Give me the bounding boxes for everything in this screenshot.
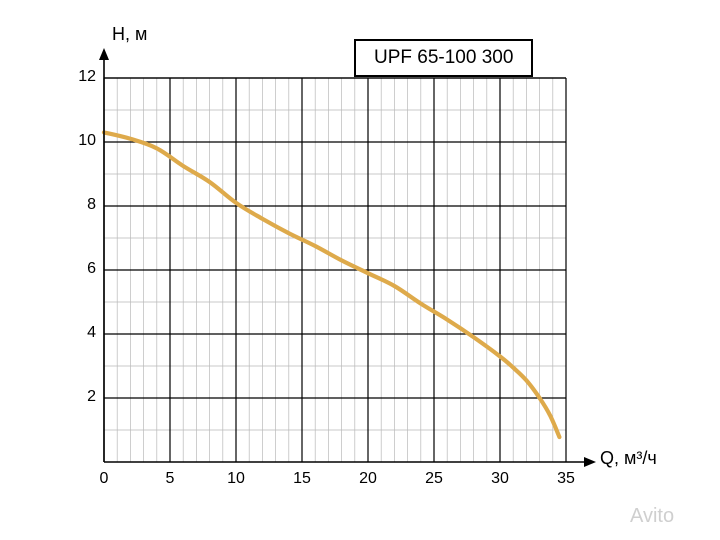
y-tick-label: 6 xyxy=(66,260,96,278)
legend-box: UPF 65-100 300 xyxy=(354,39,533,77)
x-tick-label: 5 xyxy=(155,470,185,488)
pump-curve xyxy=(104,132,559,437)
y-axis-title: H, м xyxy=(112,24,147,45)
y-tick-label: 4 xyxy=(66,324,96,342)
x-axis-arrow-icon xyxy=(584,457,596,467)
x-tick-label: 25 xyxy=(419,470,449,488)
y-axis-arrow-icon xyxy=(99,48,109,60)
x-tick-label: 10 xyxy=(221,470,251,488)
x-tick-label: 35 xyxy=(551,470,581,488)
x-tick-label: 0 xyxy=(89,470,119,488)
y-tick-label: 8 xyxy=(66,196,96,214)
x-tick-label: 15 xyxy=(287,470,317,488)
x-tick-label: 20 xyxy=(353,470,383,488)
x-axis-title: Q, м³/ч xyxy=(600,448,657,469)
y-tick-label: 12 xyxy=(66,68,96,86)
x-tick-label: 30 xyxy=(485,470,515,488)
y-tick-label: 10 xyxy=(66,132,96,150)
y-tick-label: 2 xyxy=(66,388,96,406)
watermark-text: Avito xyxy=(630,505,674,528)
